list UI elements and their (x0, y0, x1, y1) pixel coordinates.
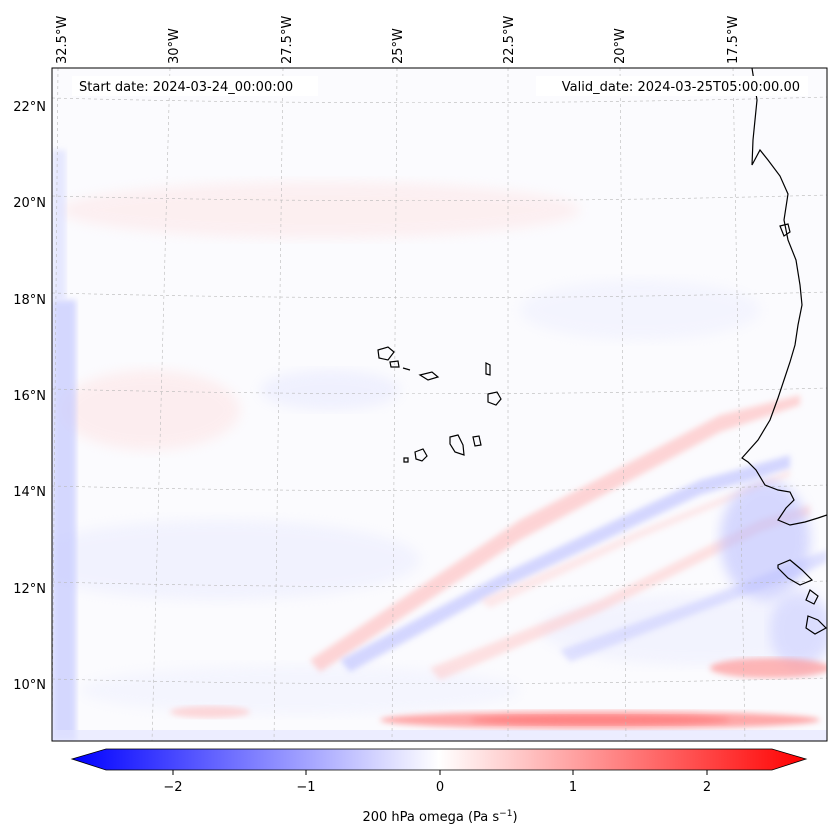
colorbar-tick-2: 2 (703, 780, 711, 795)
coastline (741, 68, 827, 635)
colorbar-label-sup: −1 (499, 809, 512, 819)
lat-label-18n: 18°N (13, 293, 46, 308)
omega-field (52, 150, 827, 741)
lon-label-27-5w: 27.5°W (280, 16, 295, 64)
colorbar-label-end: ) (512, 810, 517, 825)
colorbar-tick-neg1: −1 (296, 780, 315, 795)
cape-verde-islands (377, 346, 502, 463)
colorbar-label: 200 hPa omega (Pa s−1) (362, 809, 517, 825)
lon-label-20w: 20°W (613, 28, 628, 64)
lat-label-20n: 20°N (13, 196, 46, 211)
colorbar-tick-1: 1 (569, 780, 577, 795)
lat-label-10n: 10°N (13, 678, 46, 693)
lat-label-14n: 14°N (13, 485, 46, 500)
graticule (52, 68, 827, 741)
map-panel: Start date: 2024-03-24_00:00:00 Valid_da… (51, 67, 828, 742)
latitude-labels: 22°N 20°N 18°N 16°N 14°N 12°N 10°N (13, 100, 46, 693)
colorbar: −2 −1 0 1 2 200 hPa omega (Pa s−1) (70, 748, 808, 825)
lat-label-12n: 12°N (13, 582, 46, 597)
longitude-labels: 32.5°W 30°W 27.5°W 25°W 22.5°W 20°W 17.5… (55, 16, 741, 64)
valid-date-label: Valid_date: 2024-03-25T05:00:00.00 (562, 80, 800, 95)
lon-label-30w: 30°W (167, 28, 182, 64)
lon-label-17-5w: 17.5°W (726, 16, 741, 64)
start-date-label: Start date: 2024-03-24_00:00:00 (79, 80, 293, 95)
lon-label-22-5w: 22.5°W (502, 16, 517, 64)
colorbar-tick-neg2: −2 (163, 780, 182, 795)
colorbar-label-main: 200 hPa omega (Pa s (362, 810, 499, 825)
lat-label-16n: 16°N (13, 389, 46, 404)
lon-label-25w: 25°W (391, 28, 406, 64)
colorbar-tick-0: 0 (436, 780, 444, 795)
lon-label-32-5w: 32.5°W (55, 16, 70, 64)
lat-label-22n: 22°N (13, 100, 46, 115)
